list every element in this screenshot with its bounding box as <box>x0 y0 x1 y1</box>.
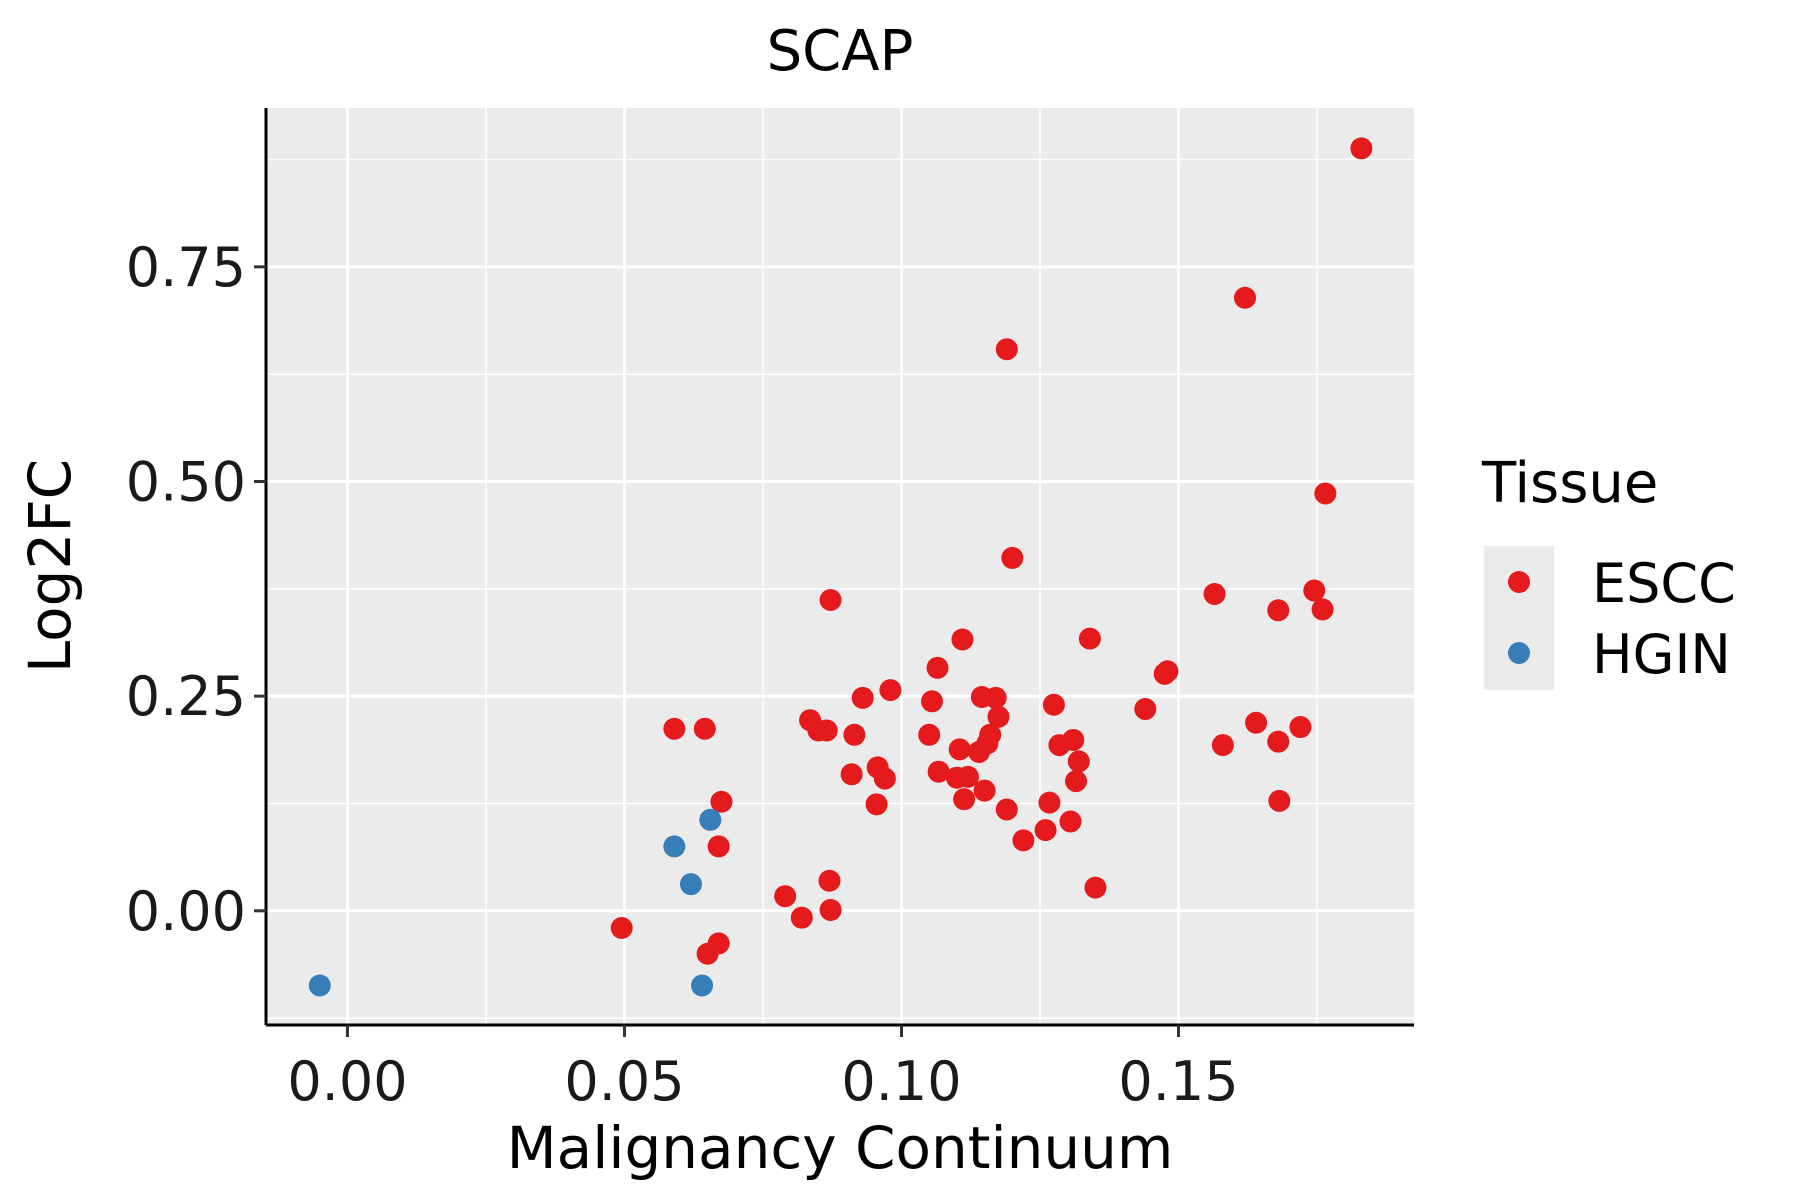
data-point-escc <box>948 738 971 761</box>
legend-title: Tissue <box>1481 451 1658 516</box>
x-tick-label: 0.10 <box>841 1050 961 1113</box>
data-point-escc <box>1245 711 1268 734</box>
data-point-escc <box>1203 582 1226 605</box>
data-point-escc <box>1034 819 1057 842</box>
data-point-hgin <box>699 808 722 831</box>
data-point-escc <box>1065 770 1088 793</box>
data-point-escc <box>1303 579 1326 602</box>
data-point-escc <box>979 723 1002 746</box>
data-point-escc <box>918 723 941 746</box>
data-point-escc <box>1012 829 1035 852</box>
data-point-escc <box>1134 698 1157 721</box>
y-tick-label: 0.25 <box>126 665 246 728</box>
data-point-escc <box>1314 482 1337 505</box>
data-point-escc <box>707 835 730 858</box>
data-point-escc <box>926 656 949 679</box>
y-axis-title: Log2FC <box>16 459 84 673</box>
data-point-escc <box>1311 598 1334 621</box>
x-tick-label: 0.00 <box>287 1050 407 1113</box>
panel-background <box>266 108 1414 1025</box>
data-point-escc <box>843 723 866 746</box>
data-point-hgin <box>663 835 686 858</box>
x-tick-label: 0.05 <box>564 1050 684 1113</box>
data-point-escc <box>1038 791 1061 814</box>
legend: Tissue ESCC HGIN <box>1481 451 1736 690</box>
data-point-escc <box>610 916 633 939</box>
data-point-escc <box>851 686 874 709</box>
x-axis-ticks: 0.00 0.05 0.10 0.15 <box>287 1025 1239 1113</box>
data-point-escc <box>818 869 841 892</box>
data-point-escc <box>987 705 1010 728</box>
x-axis-title: Malignancy Continuum <box>507 1114 1174 1182</box>
data-point-escc <box>1001 546 1024 569</box>
data-point-escc <box>1268 789 1291 812</box>
data-point-escc <box>1350 137 1373 160</box>
chart-title: SCAP <box>767 19 914 84</box>
data-point-escc <box>815 719 838 742</box>
data-point-escc <box>1067 750 1090 773</box>
data-point-escc <box>707 932 730 955</box>
data-point-escc <box>1211 734 1234 757</box>
data-point-escc <box>710 790 733 813</box>
data-point-escc <box>1234 286 1257 309</box>
y-axis-ticks: 0.00 0.25 0.50 0.75 <box>126 236 266 943</box>
data-point-escc <box>873 767 896 790</box>
legend-label-hgin: HGIN <box>1592 623 1731 686</box>
data-point-escc <box>995 338 1018 361</box>
data-point-escc <box>1078 627 1101 650</box>
data-point-escc <box>1042 693 1065 716</box>
data-point-escc <box>840 763 863 786</box>
data-point-escc <box>1289 716 1312 739</box>
data-point-hgin <box>308 974 331 997</box>
data-point-escc <box>790 906 813 929</box>
minor-gridlines <box>266 108 1414 1025</box>
data-point-escc <box>1156 660 1179 683</box>
data-point-escc <box>879 679 902 702</box>
data-point-escc <box>865 793 888 816</box>
data-point-escc <box>920 690 943 713</box>
data-point-escc <box>819 588 842 611</box>
data-point-escc <box>1062 728 1085 751</box>
data-point-escc <box>1267 730 1290 753</box>
data-point-escc <box>693 717 716 740</box>
data-point-escc <box>995 798 1018 821</box>
data-point-escc <box>984 686 1007 709</box>
data-point-escc <box>1267 599 1290 622</box>
data-point-hgin <box>679 873 702 896</box>
data-point-escc <box>956 765 979 788</box>
data-point-escc <box>927 760 950 783</box>
data-point-escc <box>663 717 686 740</box>
data-point-hgin <box>691 974 714 997</box>
x-tick-label: 0.15 <box>1118 1050 1238 1113</box>
data-point-escc <box>774 885 797 908</box>
data-point-escc <box>953 788 976 811</box>
data-point-escc <box>819 898 842 921</box>
legend-label-escc: ESCC <box>1592 552 1736 615</box>
data-point-escc <box>1059 810 1082 833</box>
legend-key-hgin <box>1508 642 1530 664</box>
y-tick-label: 0.00 <box>126 880 246 943</box>
legend-key-escc <box>1508 571 1530 593</box>
data-point-escc <box>951 628 974 651</box>
data-point-escc <box>973 779 996 802</box>
legend-key-background <box>1484 546 1554 690</box>
y-tick-label: 0.75 <box>126 236 246 299</box>
data-points <box>308 137 1373 997</box>
data-point-escc <box>1084 876 1107 899</box>
y-tick-label: 0.50 <box>126 450 246 513</box>
